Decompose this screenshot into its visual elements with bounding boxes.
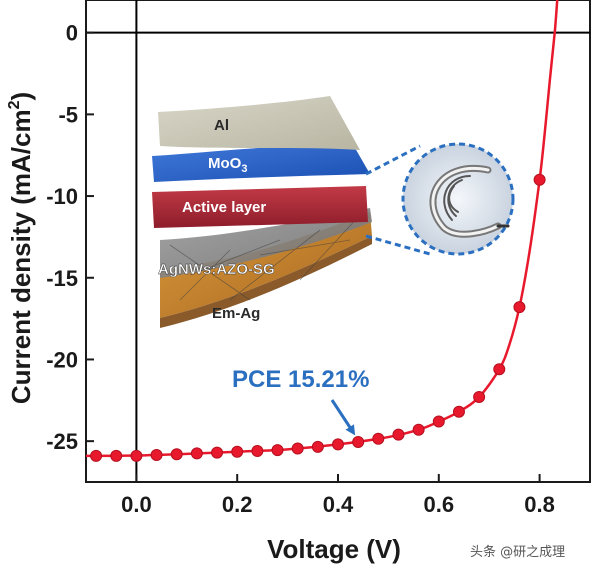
jv-markers bbox=[90, 173, 546, 462]
data-point bbox=[90, 449, 103, 462]
em-ag-edge bbox=[160, 236, 372, 328]
data-point bbox=[170, 448, 183, 461]
data-point bbox=[392, 428, 405, 441]
zoom-connector-top bbox=[365, 144, 421, 176]
data-point bbox=[271, 444, 284, 457]
active-layer bbox=[152, 186, 368, 228]
zoom-circle bbox=[401, 142, 515, 256]
data-point bbox=[130, 449, 143, 462]
x-tick-label: 0.2 bbox=[222, 492, 253, 517]
layer-label-em-ag: Em-Ag bbox=[212, 305, 260, 322]
data-point bbox=[412, 423, 425, 436]
data-point bbox=[352, 435, 365, 448]
watermark: 头条 @研之成理 bbox=[470, 544, 565, 560]
data-point bbox=[452, 405, 465, 418]
x-tick-label: 0.4 bbox=[323, 492, 354, 517]
nanowire-mesh bbox=[169, 214, 361, 301]
device-stack-inset: Al MoO3 Active layer AgNWs:AZO-SG Em-Ag bbox=[152, 96, 515, 328]
x-axis-title: Voltage (V) bbox=[267, 534, 401, 564]
data-point bbox=[372, 432, 385, 445]
layer-label-agnws: AgNWs:AZO-SG bbox=[158, 261, 275, 278]
x-tick-label: 0.8 bbox=[524, 492, 555, 517]
y-tick-label: -25 bbox=[46, 429, 78, 454]
data-point bbox=[251, 444, 264, 457]
al-layer bbox=[158, 96, 360, 150]
data-point bbox=[291, 442, 304, 455]
y-tick-label: -5 bbox=[58, 102, 78, 127]
data-point bbox=[332, 438, 344, 451]
data-point bbox=[533, 173, 546, 186]
y-axis-title: Current density (mA/cm2) bbox=[6, 92, 36, 404]
y-tick-label: -10 bbox=[46, 184, 78, 209]
layer-label-al: Al bbox=[214, 117, 229, 134]
data-point bbox=[432, 415, 445, 428]
x-tick-label: 0.0 bbox=[121, 492, 152, 517]
y-tick-label: 0 bbox=[66, 21, 78, 46]
agnws-layer bbox=[160, 208, 372, 278]
y-tick-label: -15 bbox=[46, 266, 78, 291]
data-point bbox=[513, 301, 526, 314]
data-point bbox=[473, 391, 486, 404]
pce-arrow bbox=[330, 399, 356, 436]
data-point bbox=[311, 440, 324, 453]
y-tick-label: -20 bbox=[46, 347, 78, 372]
data-point bbox=[493, 363, 506, 376]
data-point bbox=[190, 447, 203, 460]
bent-device-photo bbox=[429, 165, 510, 238]
data-point bbox=[110, 449, 123, 462]
data-point bbox=[150, 449, 163, 462]
axis-ticks: 0.0 0.2 0.4 0.6 0.8 0 -5 -10 -15 -20 -25 bbox=[46, 21, 555, 517]
layer-label-active: Active layer bbox=[182, 199, 266, 216]
data-point bbox=[211, 446, 224, 459]
data-point bbox=[231, 445, 244, 458]
layer-label-moo3: MoO3 bbox=[208, 155, 247, 175]
zoom-connector-bottom bbox=[365, 234, 431, 256]
x-tick-label: 0.6 bbox=[424, 492, 455, 517]
pce-annotation: PCE 15.21% bbox=[232, 366, 369, 393]
moo3-layer bbox=[152, 146, 370, 182]
